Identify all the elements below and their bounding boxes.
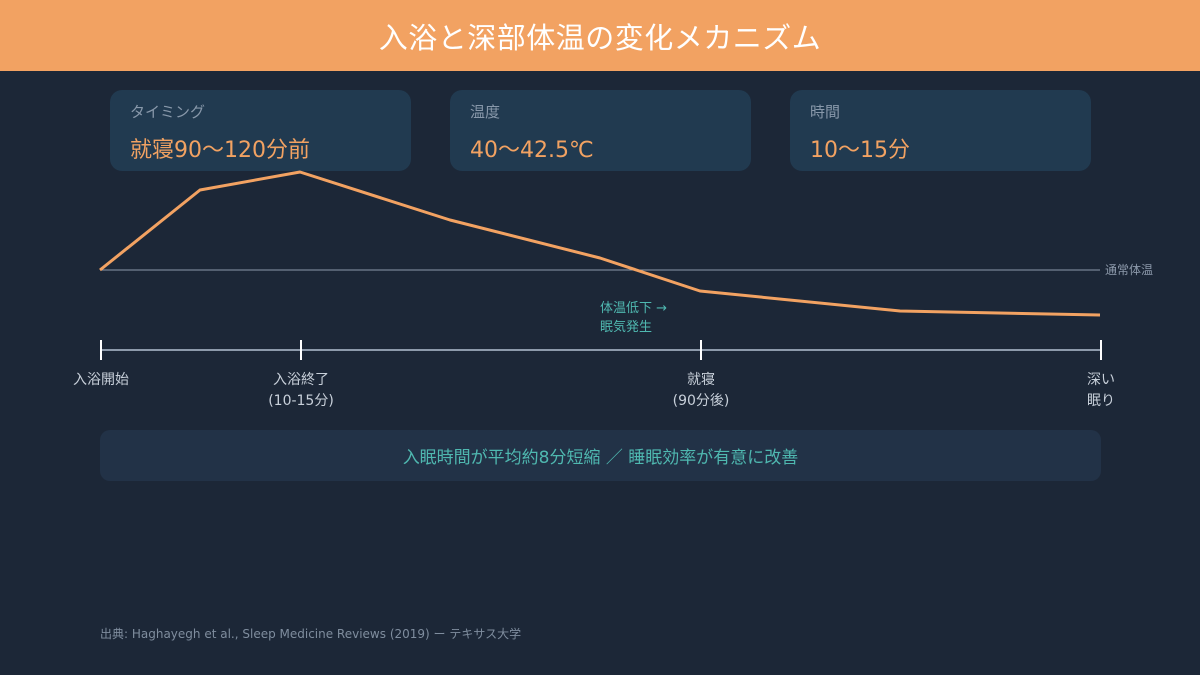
tick-label-bath-start: 入浴開始 [73,370,129,391]
tick-label-line: 入浴終了 [272,372,329,388]
annotation-line: 眠気発生 [600,320,653,335]
tick-label-deep-sleep: 深い 眠り [1087,370,1115,412]
baseline-label: 通常体温 [1105,263,1154,277]
temperature-curve [99,170,1101,317]
source-citation: 出典: Haghayegh et al., Sleep Medicine Rev… [100,627,522,641]
tick-label-line: 深い [1087,372,1115,388]
temperature-card: 温度 40〜42.5℃ [450,90,751,171]
banner-text: 入眠時間が平均約8分短縮 ／ 睡眠効率が有意に改善 [402,448,799,468]
tick-label-line: 眠り [1087,393,1115,409]
tick-label-line: 就寝 [687,372,715,388]
page-title: 入浴と深部体温の変化メカニズム [378,20,822,55]
card-label: 温度 [470,103,501,121]
result-banner: 入眠時間が平均約8分短縮 ／ 睡眠効率が有意に改善 [100,430,1101,481]
tick-label-line: (10-15分) [268,393,334,409]
tick-label-line: (90分後) [672,393,730,409]
card-label: タイミング [130,103,206,121]
duration-card: 時間 10〜15分 [790,90,1091,171]
tick-label-bedtime: 就寝 (90分後) [673,370,730,412]
tick-label-bath-end: 入浴終了 (10-15分) [268,370,334,412]
tick-label-line: 入浴開始 [73,372,129,388]
timing-card: タイミング 就寝90〜120分前 [110,90,411,171]
card-value: 40〜42.5℃ [470,138,594,163]
sleepiness-annotation: 体温低下 → 眠気発生 [600,299,667,337]
title-bar: 入浴と深部体温の変化メカニズム [0,0,1200,71]
annotation-line: 体温低下 → [600,301,668,316]
card-label: 時間 [810,103,841,121]
card-value: 就寝90〜120分前 [130,138,310,163]
card-value: 10〜15分 [810,138,910,163]
